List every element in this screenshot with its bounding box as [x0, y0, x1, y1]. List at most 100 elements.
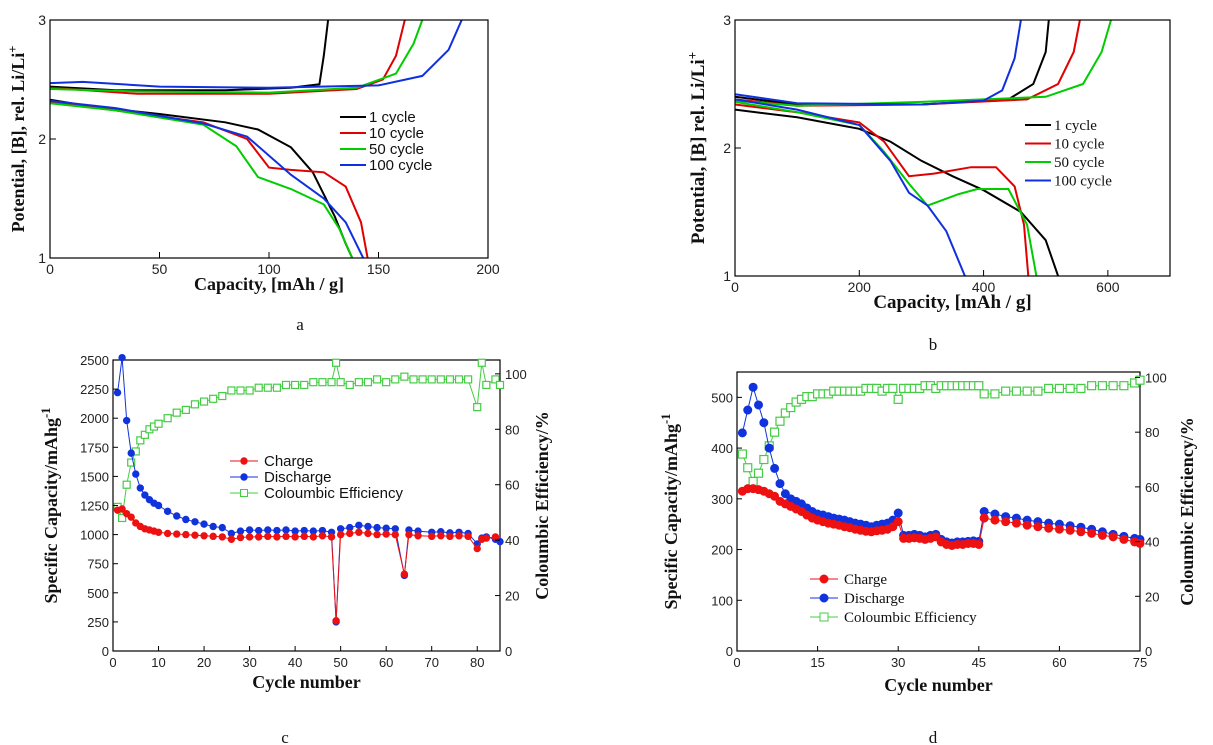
point-c-1-5 — [136, 484, 145, 492]
point-d-2-1 — [743, 463, 753, 473]
point-d-0-52 — [1054, 524, 1064, 534]
point-c-0-14 — [200, 532, 208, 540]
ylabel-d: Specific Capacity/mAhg-1 — [659, 414, 681, 610]
point-c-2-39 — [418, 375, 427, 384]
point-c-0-1 — [118, 505, 126, 513]
xtick-label-c-8: 80 — [470, 655, 484, 670]
point-d-2-7 — [775, 416, 785, 426]
xtick-label-d-5: 75 — [1133, 655, 1147, 670]
point-d-2-48 — [1011, 386, 1022, 396]
ytick-label-c-1: 250 — [87, 615, 109, 630]
point-d-2-47 — [1001, 386, 1011, 396]
point-d-2-3 — [753, 468, 764, 478]
ytick-label-c-9: 2250 — [80, 382, 109, 397]
xtick-label-b-1: 200 — [848, 279, 872, 295]
legend-label-d-1: Discharge — [844, 591, 905, 607]
point-d-2-53 — [1065, 383, 1075, 394]
point-d-2-57 — [1108, 381, 1118, 391]
series-b-3-charge — [734, 19, 1022, 106]
series-b-2-discharge — [734, 100, 1038, 277]
point-c-1-3 — [127, 449, 135, 457]
y2tick-label-c-1: 20 — [505, 589, 519, 604]
point-c-0-22 — [273, 533, 281, 541]
xtick-label-c-3: 30 — [242, 655, 256, 670]
y2tick-label-d-2: 40 — [1145, 535, 1159, 550]
point-c-2-11 — [172, 408, 181, 417]
legend-label-c-2: Coloumbic Efficiency — [264, 485, 403, 502]
point-c-0-33 — [364, 529, 372, 538]
series-a-2-discharge — [49, 102, 354, 259]
xtick-label-c-6: 60 — [379, 655, 393, 670]
point-c-2-49 — [495, 380, 505, 390]
point-d-0-29 — [893, 517, 903, 527]
series-a-2-charge — [49, 19, 424, 94]
point-c-0-43 — [455, 532, 463, 540]
point-c-1-19 — [245, 526, 254, 534]
point-c-0-34 — [373, 530, 381, 539]
point-c-1-33 — [364, 522, 372, 531]
chart-b: 0 200 400 600 1 2 3 Capacity, [mAh / g] Potentia… — [685, 12, 1171, 354]
legend-label-a-2: 50 cycle — [369, 141, 424, 158]
point-d-0-56 — [1097, 530, 1107, 540]
xtick-label-d-4: 60 — [1052, 655, 1066, 670]
point-c-1-10 — [163, 507, 172, 516]
point-c-1-32 — [355, 521, 363, 529]
point-c-1-1 — [118, 353, 126, 362]
point-c-0-28 — [327, 533, 336, 541]
point-d-0-28 — [888, 522, 898, 532]
series-a-1-charge — [49, 19, 406, 95]
y2tick-label-c-5: 100 — [505, 367, 527, 382]
point-c-0-12 — [182, 530, 190, 539]
point-c-1-9 — [154, 501, 163, 510]
point-c-0-30 — [336, 530, 345, 539]
point-c-2-5 — [136, 436, 145, 445]
point-c-0-9 — [154, 528, 163, 536]
legend-marker-d-1 — [819, 593, 829, 603]
legend-label-b-1: 10 cycle — [1054, 137, 1105, 153]
point-d-2-52 — [1054, 383, 1064, 394]
point-c-0-23 — [282, 532, 290, 541]
point-c-1-4 — [132, 470, 140, 478]
point-c-2-26 — [309, 378, 318, 387]
point-c-1-0 — [113, 388, 122, 397]
point-c-0-42 — [446, 532, 454, 541]
y2tick-label-c-4: 80 — [505, 422, 519, 437]
point-d-1-6 — [770, 463, 780, 473]
legend-label-a-0: 1 cycle — [369, 109, 416, 126]
point-c-0-15 — [209, 532, 217, 541]
ytick-label-b-1: 2 — [723, 140, 731, 156]
ytick-label-a-2: 3 — [38, 12, 46, 28]
point-c-2-41 — [436, 375, 445, 384]
xtick-label-d-1: 15 — [810, 655, 824, 670]
point-c-2-14 — [199, 397, 209, 406]
point-d-1-1 — [743, 405, 753, 415]
point-c-1-16 — [218, 523, 226, 532]
legend-label-b-2: 50 cycle — [1054, 155, 1105, 171]
point-d-2-8 — [780, 408, 790, 418]
point-d-1-7 — [775, 479, 785, 489]
series-a-3-charge — [49, 19, 463, 89]
point-d-0-47 — [1001, 517, 1011, 527]
ytick-label-d-2: 200 — [711, 543, 733, 558]
point-c-0-26 — [309, 533, 318, 541]
legend-marker-c-2 — [240, 489, 248, 497]
point-d-2-44 — [974, 381, 984, 391]
ytick-label-c-8: 2000 — [80, 411, 109, 426]
point-c-2-22 — [272, 383, 282, 392]
point-c-0-38 — [405, 530, 413, 539]
point-c-2-45 — [473, 403, 482, 412]
xtick-label-a-2: 100 — [257, 261, 281, 277]
point-c-2-1 — [118, 513, 127, 523]
series-b-0-charge — [734, 19, 1050, 106]
ytick-label-d-3: 300 — [711, 492, 733, 507]
point-c-2-36 — [391, 375, 400, 384]
frame-d — [736, 371, 1141, 652]
y2tick-label-c-2: 40 — [505, 533, 519, 548]
xtick-label-a-1: 50 — [152, 261, 168, 277]
point-d-0-45 — [979, 513, 989, 523]
legend-marker-c-1 — [240, 473, 248, 481]
point-c-1-34 — [373, 523, 381, 532]
point-c-1-11 — [173, 512, 181, 520]
point-d-1-29 — [893, 508, 903, 518]
point-d-0-36 — [931, 532, 941, 542]
